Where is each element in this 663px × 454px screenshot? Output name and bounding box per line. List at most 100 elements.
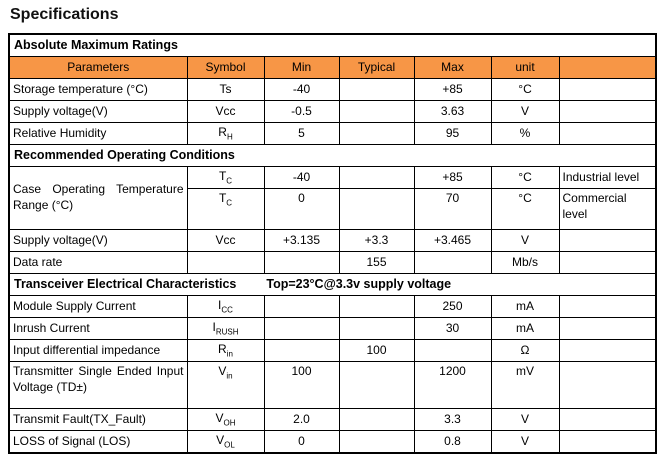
symbol-subscript: in <box>226 371 233 381</box>
symbol-text: Ts <box>219 81 232 96</box>
symbol-cell: IRUSH <box>186 317 265 340</box>
symbol-cell: TC <box>186 166 265 189</box>
note-cell <box>558 361 657 409</box>
symbol-subscript: H <box>226 132 233 142</box>
section-title: Recommended Operating Conditions <box>8 144 657 167</box>
min-cell: 2.0 <box>263 408 340 431</box>
symbol-subscript: in <box>226 349 233 359</box>
min-cell: -40 <box>263 78 340 101</box>
typical-cell: +3.3 <box>338 229 415 252</box>
note-cell <box>558 430 657 454</box>
min-cell <box>263 339 340 362</box>
unit-cell: mA <box>490 317 560 340</box>
min-cell: +3.135 <box>263 229 340 252</box>
symbol-cell: RH <box>186 122 265 145</box>
symbol-cell: TC <box>186 188 265 230</box>
note-cell <box>558 317 657 340</box>
col-max: Max <box>413 56 492 79</box>
max-cell: 3.3 <box>413 408 492 431</box>
col-parameters: Parameters <box>8 56 188 79</box>
unit-cell: °C <box>490 166 560 189</box>
section-recommended-operating-conditions: Recommended Operating Conditions <box>8 144 657 167</box>
param-cell: Supply voltage(V) <box>8 100 188 123</box>
table-row-input-differential-impedance: Input differential impedance Rin 100 Ω <box>8 339 657 362</box>
col-unit: unit <box>490 56 560 79</box>
unit-cell: mA <box>490 295 560 318</box>
min-cell: -40 <box>263 166 340 189</box>
symbol-text: V <box>216 433 225 448</box>
unit-cell: Ω <box>490 339 560 362</box>
symbol-subscript: RUSH <box>215 327 239 337</box>
param-cell: Module Supply Current <box>8 295 188 318</box>
specifications-table: Absolute Maximum Ratings Parameters Symb… <box>8 33 657 454</box>
typical-cell <box>338 361 415 409</box>
symbol-subscript: CC <box>221 305 233 315</box>
table-row-relative-humidity: Relative Humidity RH 5 95 % <box>8 122 657 145</box>
max-cell: +85 <box>413 166 492 189</box>
table-row-supply-voltage-abs: Supply voltage(V) Vcc -0.5 3.63 V <box>8 100 657 123</box>
max-cell: +85 <box>413 78 492 101</box>
symbol-cell: Vcc <box>186 229 265 252</box>
section-transceiver-electrical-characteristics: Transceiver Electrical Characteristics To… <box>8 273 657 296</box>
typical-cell <box>338 166 415 189</box>
typical-cell: 155 <box>338 251 415 274</box>
typical-cell <box>338 317 415 340</box>
symbol-text: I <box>218 298 222 313</box>
min-cell: 5 <box>263 122 340 145</box>
typical-cell <box>338 295 415 318</box>
symbol-text: R <box>218 342 227 357</box>
section-title: Transceiver Electrical Characteristics <box>14 277 237 292</box>
unit-cell: °C <box>490 78 560 101</box>
page-title: Specifications <box>10 6 119 23</box>
max-cell <box>413 339 492 362</box>
note-cell <box>558 339 657 362</box>
min-cell: 0 <box>263 430 340 454</box>
section-absolute-maximum-ratings: Absolute Maximum Ratings <box>8 33 657 57</box>
param-cell: Transmitter Single Ended Input Voltage (… <box>8 361 188 409</box>
symbol-text: V <box>215 411 224 426</box>
param-cell: Input differential impedance <box>8 339 188 362</box>
column-header-row: Parameters Symbol Min Typical Max unit <box>8 56 657 79</box>
param-cell: Supply voltage(V) <box>8 229 188 252</box>
unit-cell: mV <box>490 361 560 409</box>
max-cell: 70 <box>413 188 492 230</box>
symbol-subscript: OH <box>223 418 236 428</box>
symbol-text: R <box>218 125 227 140</box>
typical-cell <box>338 122 415 145</box>
min-cell <box>263 317 340 340</box>
section-title: Absolute Maximum Ratings <box>8 33 657 57</box>
typical-cell <box>338 78 415 101</box>
note-cell <box>558 122 657 145</box>
typical-cell <box>338 100 415 123</box>
typical-cell: 100 <box>338 339 415 362</box>
unit-cell: V <box>490 100 560 123</box>
typical-cell <box>338 408 415 431</box>
symbol-cell: VOH <box>186 408 265 431</box>
symbol-text: I <box>212 320 216 335</box>
min-cell <box>263 295 340 318</box>
col-note <box>558 56 657 79</box>
table-row-transmitter-input-voltage: Transmitter Single Ended Input Voltage (… <box>8 361 657 409</box>
note-cell: Industrial level <box>558 166 657 189</box>
symbol-text: Vcc <box>215 103 236 118</box>
param-cell: Transmit Fault(TX_Fault) <box>8 408 188 431</box>
param-cell: Relative Humidity <box>8 122 188 145</box>
typical-cell <box>338 188 415 230</box>
symbol-subscript: OL <box>224 440 235 450</box>
note-cell <box>558 229 657 252</box>
min-cell: -0.5 <box>263 100 340 123</box>
symbol-cell: Ts <box>186 78 265 101</box>
unit-cell: V <box>490 408 560 431</box>
max-cell: 95 <box>413 122 492 145</box>
symbol-subscript: C <box>226 176 233 186</box>
max-cell: +3.465 <box>413 229 492 252</box>
table-row-data-rate: Data rate 155 Mb/s <box>8 251 657 274</box>
unit-cell: V <box>490 229 560 252</box>
param-cell: Data rate <box>8 251 188 274</box>
table-row-supply-voltage-rec: Supply voltage(V) Vcc +3.135 +3.3 +3.465… <box>8 229 657 252</box>
min-cell: 0 <box>263 188 340 230</box>
symbol-cell <box>186 251 265 274</box>
unit-cell: °C <box>490 188 560 230</box>
section-condition: Top=23°C@3.3v supply voltage <box>266 277 452 292</box>
symbol-cell: VOL <box>186 430 265 454</box>
